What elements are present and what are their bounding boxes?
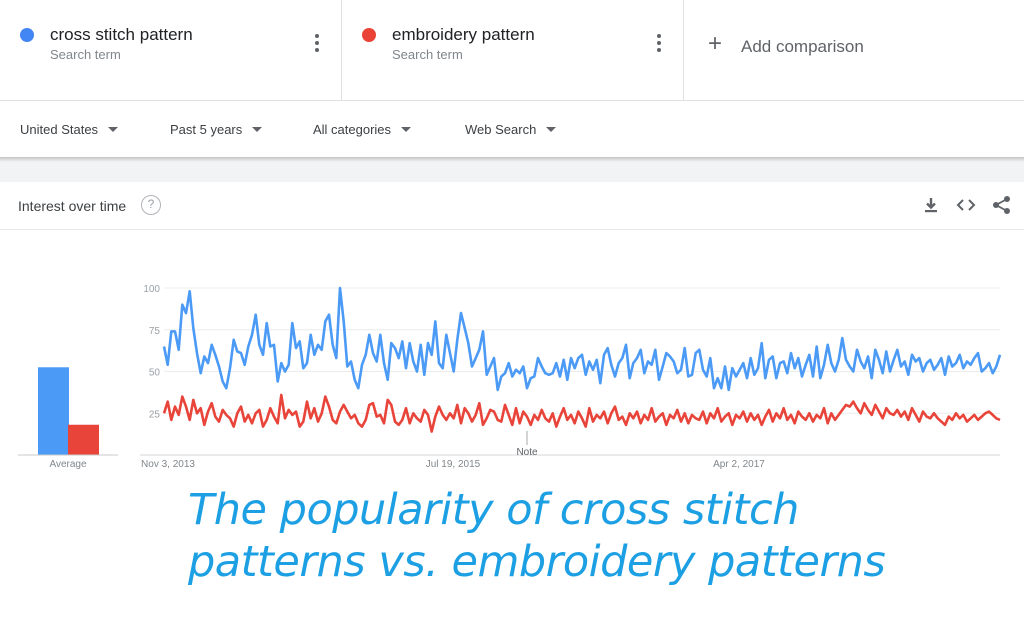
more-options-icon[interactable] <box>311 34 323 52</box>
chart-lines <box>162 286 1002 433</box>
x-tick-label: Nov 3, 2013 <box>141 459 195 470</box>
average-bar-chart: Average <box>18 367 118 470</box>
search-term-subtitle: Search term <box>392 47 463 62</box>
category-dropdown[interactable]: All categories <box>313 122 412 137</box>
search-terms-bar: cross stitch pattern Search term embroid… <box>0 0 1024 100</box>
caption-overlay: The popularity of cross stitch patterns … <box>188 484 1018 588</box>
x-tick-label: Jul 19, 2015 <box>426 459 481 470</box>
interest-over-time-header: Interest over time ? <box>0 182 1024 230</box>
chart-note[interactable]: Note <box>516 431 538 458</box>
search-type-label: Web Search <box>465 122 537 137</box>
dropdown-caret-icon <box>108 127 119 133</box>
help-icon[interactable]: ? <box>141 195 161 215</box>
region-label: United States <box>20 122 99 137</box>
add-comparison-button[interactable]: + Add comparison <box>684 0 1024 100</box>
x-tick-label: Apr 2, 2017 <box>713 459 765 470</box>
dropdown-caret-icon <box>401 127 412 133</box>
time-range-dropdown[interactable]: Past 5 years <box>170 122 263 137</box>
filter-bar-shadow <box>0 158 1024 162</box>
average-label: Average <box>49 459 87 470</box>
average-bar <box>38 367 69 455</box>
dropdown-caret-icon <box>546 127 557 133</box>
series-line <box>162 393 1001 433</box>
share-icon[interactable] <box>991 194 1013 216</box>
dropdown-caret-icon <box>252 127 263 133</box>
time-range-label: Past 5 years <box>170 122 243 137</box>
search-term-name: cross stitch pattern <box>50 25 193 44</box>
more-options-icon[interactable] <box>653 34 665 52</box>
x-axis-ticks: Nov 3, 2013 Jul 19, 2015 Apr 2, 2017 <box>141 459 765 470</box>
embed-code-icon[interactable] <box>955 194 977 216</box>
y-tick-label: 25 <box>149 409 161 420</box>
search-term-subtitle: Search term <box>50 47 121 62</box>
series-line <box>162 286 1002 392</box>
search-type-dropdown[interactable]: Web Search <box>465 122 557 137</box>
plus-icon: + <box>708 30 723 57</box>
note-label: Note <box>516 447 538 458</box>
add-comparison-label: Add comparison <box>741 37 864 56</box>
y-tick-label: 100 <box>143 284 160 295</box>
section-divider <box>0 158 1024 182</box>
category-label: All categories <box>313 122 392 137</box>
y-axis-ticks: 100 75 50 25 <box>143 284 160 420</box>
filter-bar: United States Past 5 years All categorie… <box>0 100 1024 158</box>
caption-line-2: patterns vs. embroidery patterns <box>188 537 886 587</box>
card-title: Interest over time <box>18 198 127 214</box>
search-term-card-2[interactable]: embroidery pattern Search term <box>342 0 684 100</box>
y-tick-label: 75 <box>149 326 161 337</box>
series-color-dot-blue <box>20 28 34 42</box>
region-dropdown[interactable]: United States <box>20 122 119 137</box>
search-term-card-1[interactable]: cross stitch pattern Search term <box>0 0 342 100</box>
download-icon[interactable] <box>920 194 942 216</box>
search-term-name: embroidery pattern <box>392 25 535 44</box>
series-color-dot-red <box>362 28 376 42</box>
interest-over-time-chart: Average 100 75 50 25 Nov 3, 2013 Jul 19, 201… <box>18 284 1002 470</box>
average-bar <box>68 424 99 455</box>
y-tick-label: 50 <box>149 368 161 379</box>
caption-line-1: The popularity of cross stitch <box>188 485 799 535</box>
